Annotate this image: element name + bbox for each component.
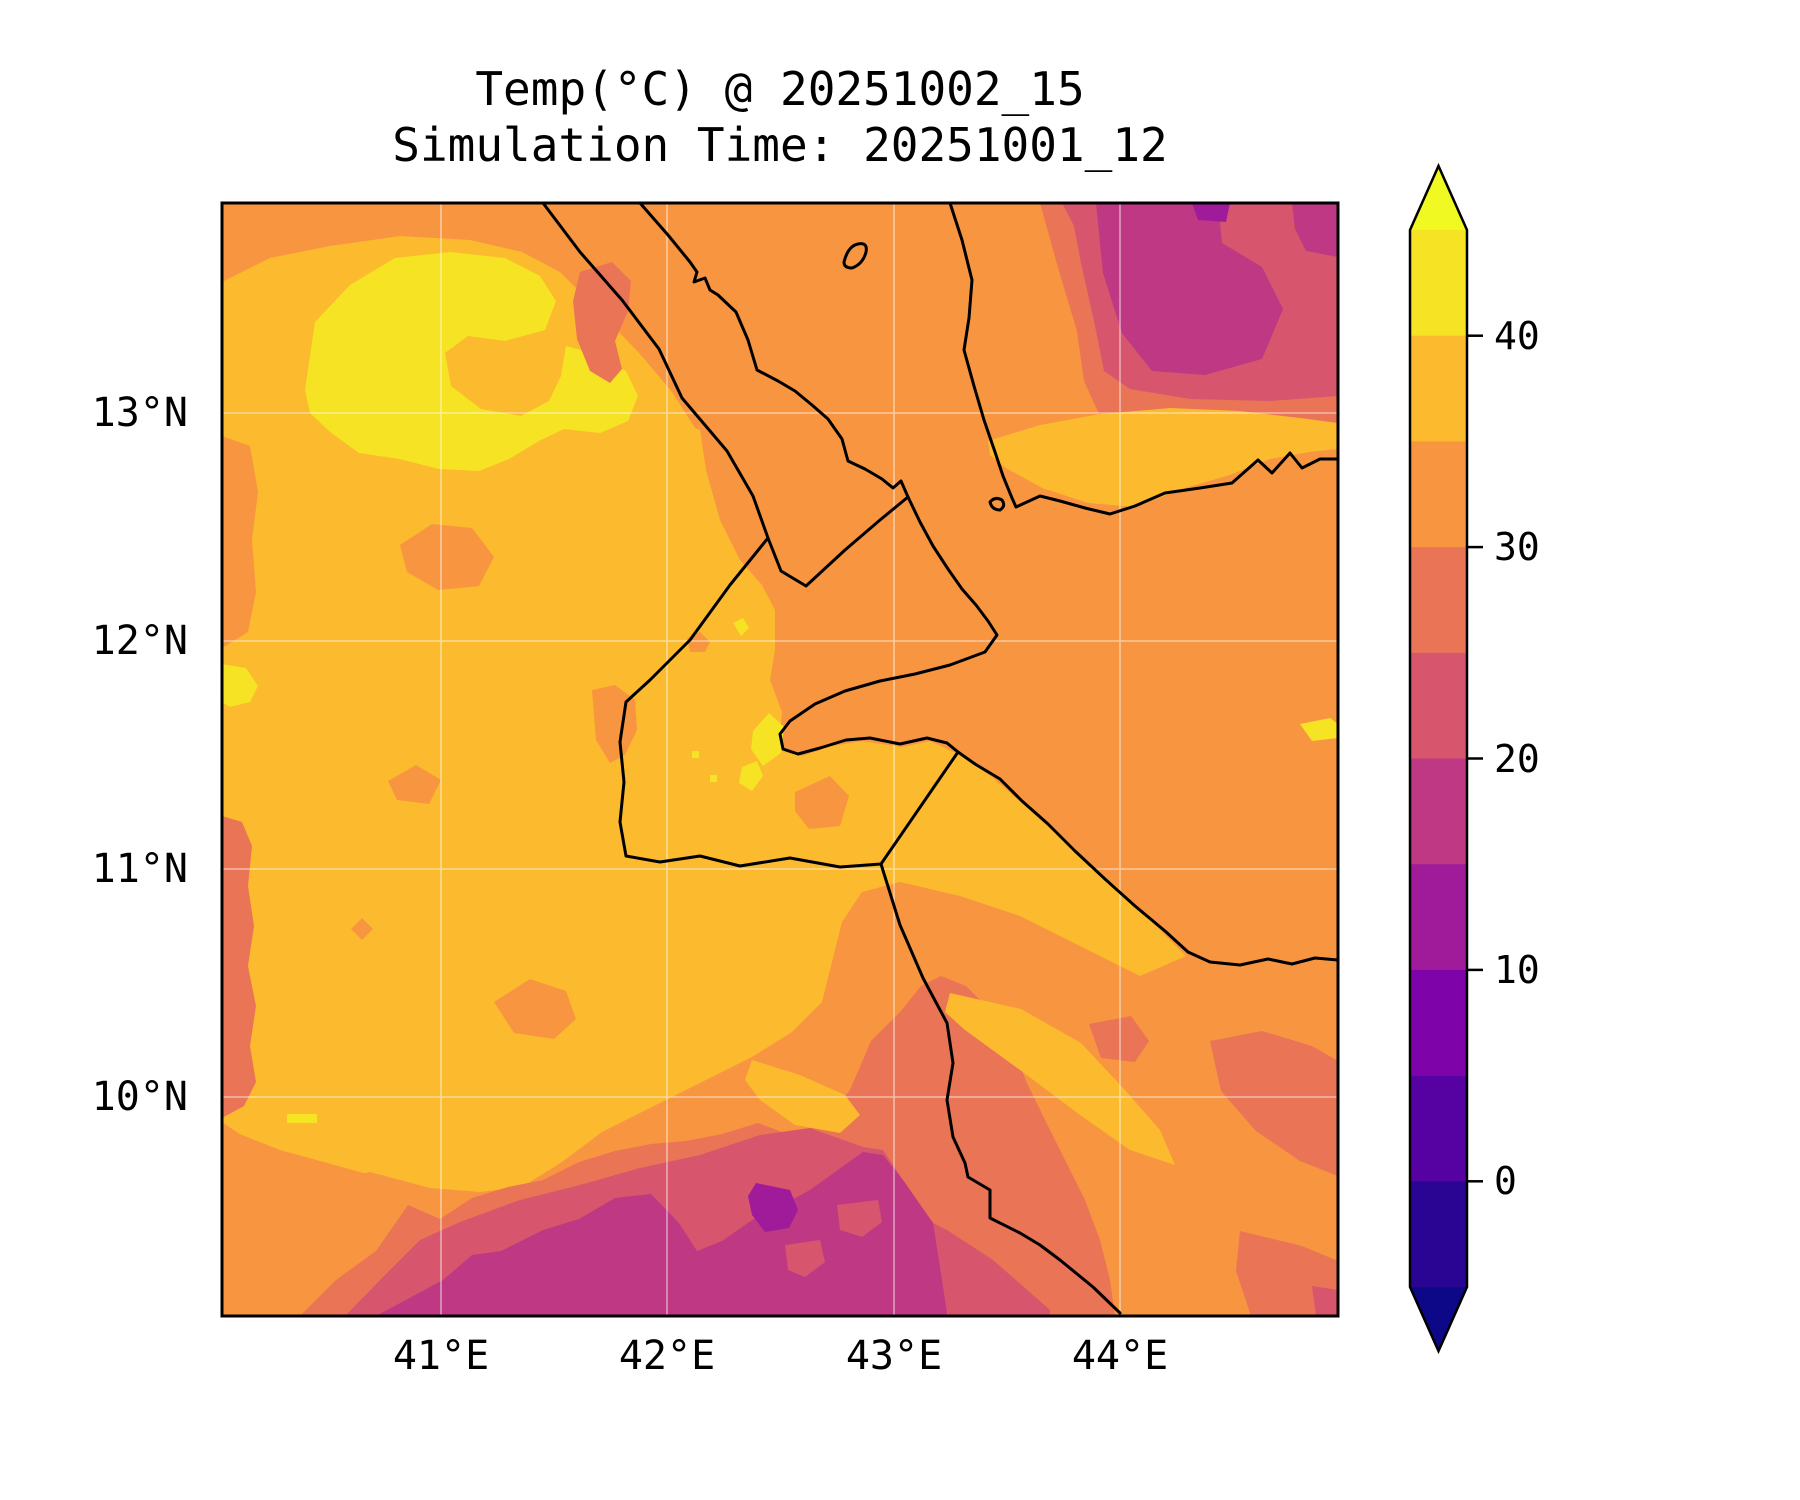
xtick-42e: 42°E [618,1333,716,1379]
xtick-41e: 41°E [392,1333,490,1379]
contour-purple-bottom [748,1183,798,1232]
border-djibouti-ethiopia [618,536,883,869]
contour-orange-blob-1 [400,524,494,590]
plot-subtitle: Simulation Time: 20251001_12 [392,118,1168,172]
contour-yellow-dash [287,1114,317,1123]
coastline-red-sea-gulf [638,203,1338,967]
colorbar-band-0-5 [1410,1075,1467,1182]
colorbar-band-35-40 [1410,335,1467,442]
border-eritrea-djibouti [766,495,910,588]
contour-orange-blob-2 [388,765,441,804]
colorbar-arrow-under [1410,1287,1467,1351]
colorbar-band-30-35 [1410,441,1467,548]
contour-salmon-blob-iso [1089,1016,1149,1062]
colorbar-band-20-25 [1410,652,1467,759]
contour-salmon-right-arm [1210,1031,1338,1176]
colorbar-tickmarks [1467,334,1483,1183]
cbtick-30: 30 [1494,525,1540,569]
colorbar-band-m5-0 [1410,1181,1467,1288]
ytick-10n: 10°N [91,1074,188,1120]
contour-yellow-dot-1 [692,751,699,758]
coastline-yemen [948,203,1338,516]
contour-yellow-center-3 [733,618,749,636]
contour-yellow-right-edge [1300,718,1338,741]
cbtick-40: 40 [1494,314,1540,358]
contour-salmon-left-strip [222,816,256,1118]
coastline-perim-island [988,496,1006,512]
ytick-13n: 13°N [91,390,188,436]
contour-yellow-center-1 [751,713,784,766]
contour-amber-tongue-se [945,993,1175,1165]
contour-salmon-br-corner [1236,1231,1338,1316]
colorbar-band-25-30 [1410,547,1467,654]
contour-rose-br-corner [1312,1286,1338,1316]
contour-orange-left-strip [222,436,258,648]
colorbar-band-40-45 [1410,230,1467,336]
contour-magenta-topright [1096,203,1283,375]
colorbar-band-15-20 [1410,758,1467,865]
coastline-hanish-island [842,242,868,270]
colorbar-arrow-over [1410,166,1467,230]
colorbar-band-10-15 [1410,864,1467,971]
border-djibouti-somaliland [879,750,960,866]
contour-rose-hole-1 [837,1200,882,1237]
ytick-12n: 12°N [91,618,188,664]
contour-purple-topright [1192,203,1230,222]
cbtick-10: 10 [1494,948,1540,992]
border-eritrea-ethiopia [541,203,770,540]
xtick-43e: 43°E [845,1333,943,1379]
contour-orange-blob-3 [494,979,576,1039]
contour-yellow-center-2 [739,761,763,791]
contour-field [222,203,1338,1316]
cbtick-0: 0 [1494,1159,1517,1203]
colorbar-outline [1408,162,1469,1355]
contour-magenta-topright-corner [1292,203,1338,257]
cbtick-20: 20 [1494,737,1540,781]
xtick-44e: 44°E [1071,1333,1169,1379]
plot-title: Temp(°C) @ 20251002_15 [475,62,1085,116]
colorbar [1408,162,1483,1355]
contour-amber-west [222,236,1186,1192]
graticule [222,203,1338,1316]
contour-orange-blob-6 [795,776,849,829]
contour-yellow-main [305,252,638,471]
border-ethiopia-somaliland [879,862,1122,1315]
contour-yellow-dot-2 [710,775,717,782]
contour-rose-hole-2 [785,1240,825,1277]
map-frame [220,201,1340,1318]
contour-amber-yemen-band [988,408,1338,507]
contour-yellow-left-sliver [222,664,258,707]
ytick-11n: 11°N [91,846,188,892]
colorbar-band-5-10 [1410,969,1467,1076]
contour-orange-blob-4 [351,918,373,940]
